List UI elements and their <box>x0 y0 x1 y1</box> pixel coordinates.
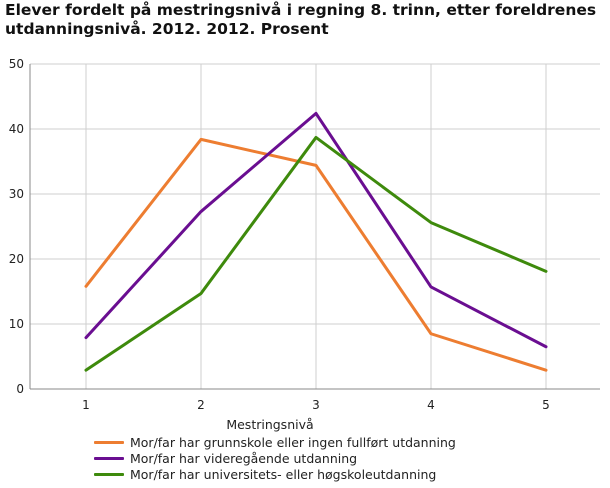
legend-label-grunnskole: Mor/far har grunnskole eller ingen fullf… <box>130 434 456 450</box>
x-tick-label: 5 <box>542 398 550 412</box>
y-tick-label: 10 <box>9 317 24 331</box>
legend-swatch-grunnskole <box>94 440 124 444</box>
series-line-2 <box>84 135 548 372</box>
x-tick-label: 1 <box>82 398 90 412</box>
series-line-1 <box>84 111 548 349</box>
x-axis-label: Mestringsnivå <box>226 417 313 432</box>
y-tick-label: 30 <box>9 187 24 201</box>
x-tick-label: 2 <box>197 398 205 412</box>
legend-swatch-universitet <box>94 472 124 476</box>
legend-item-universitet[interactable]: Mor/far har universitets- eller høgskole… <box>94 466 456 482</box>
legend-swatch-videregaende <box>94 456 124 460</box>
x-tick-label: 4 <box>427 398 435 412</box>
y-tick-label: 40 <box>9 122 24 136</box>
legend-item-grunnskole[interactable]: Mor/far har grunnskole eller ingen fullf… <box>94 434 456 450</box>
y-tick-label: 20 <box>9 252 24 266</box>
x-tick-label: 3 <box>312 398 320 412</box>
legend-label-videregaende: Mor/far har videregående utdanning <box>130 450 358 466</box>
y-tick-label: 50 <box>9 57 24 71</box>
legend: Mor/far har grunnskole eller ingen fullf… <box>94 434 456 482</box>
y-tick-label: 0 <box>16 382 24 396</box>
chart-title: Elever fordelt på mestringsnivå i regnin… <box>5 1 597 38</box>
series-line-0 <box>84 137 548 372</box>
legend-label-universitet: Mor/far har universitets- eller høgskole… <box>130 466 437 482</box>
legend-item-videregaende[interactable]: Mor/far har videregående utdanning <box>94 450 456 466</box>
